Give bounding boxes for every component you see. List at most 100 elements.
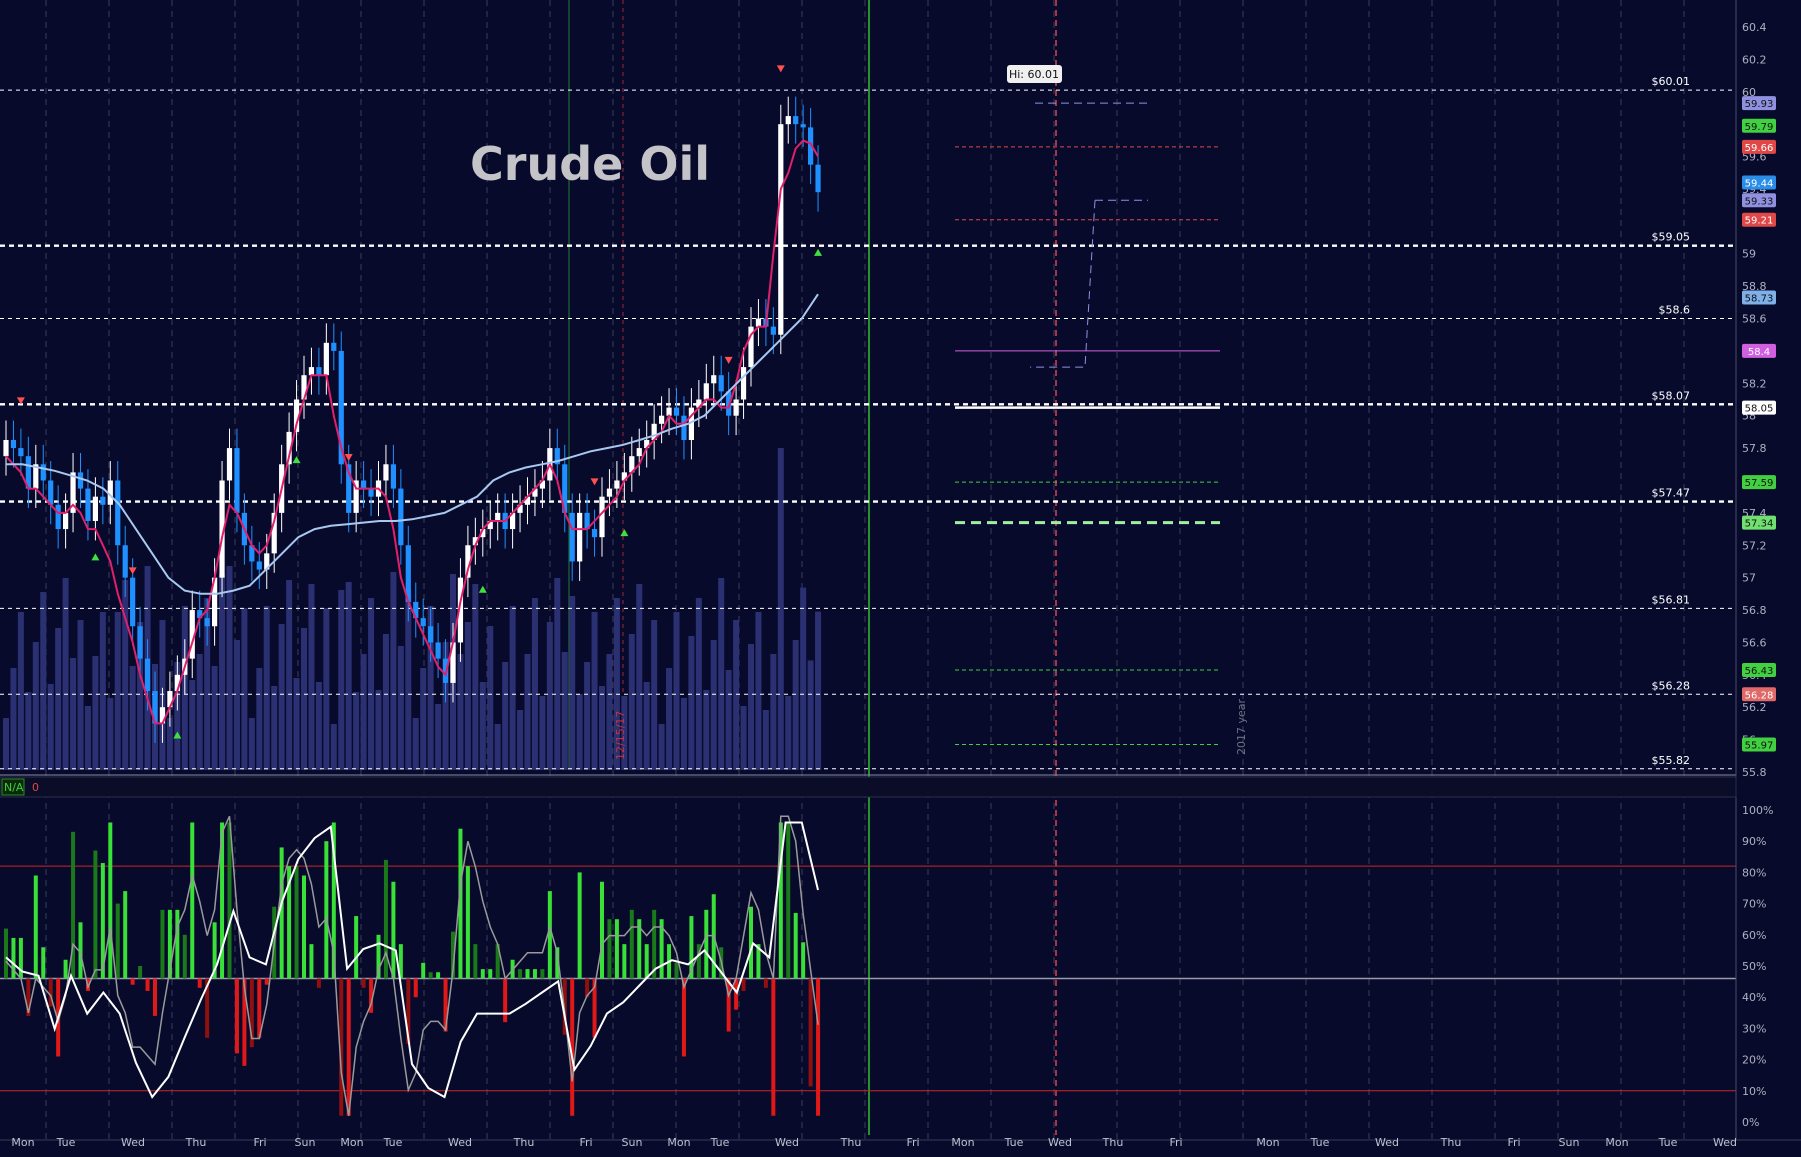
day-label: Mon bbox=[667, 1136, 690, 1149]
volume-bar bbox=[688, 636, 695, 770]
buy-arrow bbox=[478, 585, 487, 593]
osc-bar bbox=[495, 944, 500, 979]
buy-arrow bbox=[173, 731, 182, 739]
day-label: Tue bbox=[1004, 1136, 1024, 1149]
osc-bar bbox=[130, 978, 135, 985]
candle-body bbox=[405, 545, 411, 602]
osc-bar bbox=[674, 962, 679, 979]
osc-bar bbox=[123, 891, 128, 979]
candle-body bbox=[137, 626, 143, 659]
volume-bar bbox=[375, 690, 382, 770]
day-label: Thu bbox=[840, 1136, 862, 1149]
candle-body bbox=[413, 601, 419, 619]
volume-bar bbox=[658, 724, 665, 770]
price-badge-label: 59.33 bbox=[1745, 196, 1774, 207]
osc-bar bbox=[212, 922, 217, 979]
level-label: $56.28 bbox=[1652, 679, 1691, 692]
price-badge bbox=[1742, 737, 1776, 752]
price-badge bbox=[1742, 515, 1776, 530]
candle-body bbox=[226, 448, 233, 481]
osc-bar bbox=[197, 978, 202, 988]
day-label: Sun bbox=[1559, 1136, 1580, 1149]
volume-bar bbox=[487, 626, 494, 770]
price-tick: 57.8 bbox=[1742, 442, 1767, 455]
osc-bar bbox=[413, 978, 418, 998]
volume-bar bbox=[122, 580, 129, 770]
price-badge-label: 56.28 bbox=[1745, 690, 1774, 701]
price-badge-label: 57.34 bbox=[1745, 519, 1774, 530]
sell-arrow bbox=[16, 397, 25, 405]
osc-bar bbox=[26, 978, 31, 1016]
volume-bar bbox=[494, 724, 501, 770]
volume-bar bbox=[591, 612, 598, 770]
day-label: Fri bbox=[253, 1136, 266, 1149]
osc-bar bbox=[503, 978, 508, 1023]
osc-tick: 50% bbox=[1742, 960, 1766, 973]
volume-bar bbox=[233, 640, 240, 770]
price-badge-label: 58.73 bbox=[1745, 293, 1774, 304]
candlesticks bbox=[3, 96, 821, 743]
candle-body bbox=[465, 545, 471, 578]
candle-body bbox=[204, 618, 210, 627]
volume-bar bbox=[509, 606, 516, 770]
candle-body bbox=[688, 407, 694, 440]
candle-body bbox=[644, 439, 650, 449]
candle-body bbox=[293, 399, 300, 432]
volume-bar bbox=[636, 584, 643, 770]
candle-body bbox=[696, 399, 702, 408]
osc-bar bbox=[644, 944, 649, 979]
candle-body bbox=[212, 577, 218, 627]
candle-body bbox=[711, 375, 717, 384]
price-badge-label: 59.21 bbox=[1745, 216, 1774, 227]
volume-bar bbox=[382, 634, 389, 770]
osc-bar bbox=[100, 863, 105, 979]
candle-body bbox=[174, 674, 180, 692]
osc-bar bbox=[190, 822, 195, 979]
day-label: Mon bbox=[1256, 1136, 1279, 1149]
volume-bar bbox=[524, 654, 531, 770]
candle-body bbox=[70, 472, 76, 513]
candle-body bbox=[167, 691, 173, 708]
price-tick: 57.2 bbox=[1742, 539, 1767, 552]
candle-body bbox=[286, 431, 292, 465]
osc-bar bbox=[570, 978, 575, 1116]
osc-bar bbox=[704, 909, 709, 979]
osc-bar bbox=[518, 969, 523, 979]
osc-bar bbox=[108, 822, 113, 979]
candle-body bbox=[673, 407, 680, 416]
osc-bar bbox=[793, 912, 798, 979]
osc-bar bbox=[160, 909, 165, 979]
candle-body bbox=[584, 512, 590, 530]
candle-body bbox=[33, 464, 39, 489]
candle-body bbox=[331, 342, 337, 351]
hi-callout: Hi: 60.01 bbox=[1007, 65, 1062, 83]
volume-bar bbox=[420, 668, 427, 770]
chart-title: Crude Oil bbox=[470, 137, 710, 191]
candle-body bbox=[651, 423, 657, 440]
candle-body bbox=[517, 504, 523, 513]
grid bbox=[0, 0, 1736, 1140]
volume-bar bbox=[301, 628, 307, 770]
price-badge bbox=[1742, 290, 1776, 305]
support-resistance-levels: $60.01 $59.05 $58.6 $58.07 $57.47 $56.81 $56.2… bbox=[0, 75, 1736, 770]
candle-body bbox=[25, 456, 31, 489]
osc-tick: 30% bbox=[1742, 1022, 1766, 1035]
osc-bar bbox=[659, 919, 664, 979]
candle-body bbox=[591, 529, 598, 538]
volume-bar bbox=[263, 606, 270, 770]
osc-bar bbox=[339, 978, 344, 1116]
status-strip: N/A 0 bbox=[0, 776, 1737, 798]
osc-tick: 90% bbox=[1742, 835, 1766, 848]
candle-body bbox=[808, 127, 814, 165]
candle-body bbox=[718, 375, 724, 392]
day-label: Wed bbox=[1713, 1136, 1737, 1149]
day-label: Wed bbox=[1375, 1136, 1399, 1149]
candle-body bbox=[539, 480, 545, 489]
candle-body bbox=[450, 642, 456, 683]
osc-bar bbox=[249, 978, 254, 1048]
volume-bar bbox=[62, 578, 69, 770]
status-na: N/A bbox=[4, 781, 24, 794]
osc-bar bbox=[458, 828, 463, 979]
candle-body bbox=[636, 448, 642, 457]
